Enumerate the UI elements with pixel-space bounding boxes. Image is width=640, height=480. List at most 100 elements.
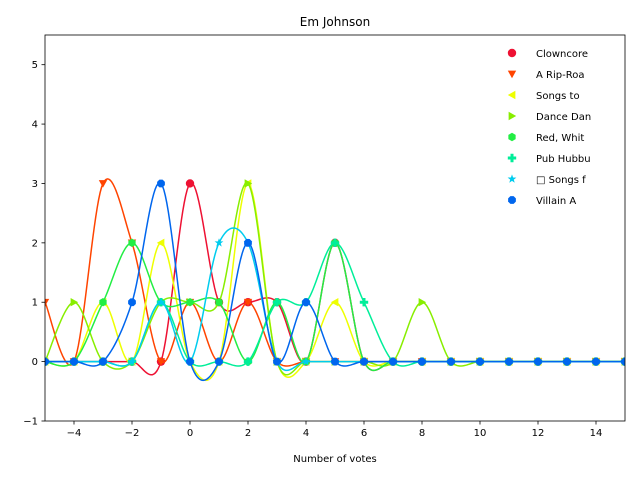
legend-label: □ Songs f bbox=[536, 175, 586, 186]
data-point bbox=[70, 357, 78, 366]
series-line-2 bbox=[45, 182, 625, 382]
data-point bbox=[418, 298, 427, 307]
data-point bbox=[186, 357, 194, 366]
legend-label: Red, Whit bbox=[536, 133, 584, 144]
legend-item-3: Dance Dan bbox=[508, 111, 591, 123]
legend-marker bbox=[508, 196, 516, 204]
series-line-3 bbox=[45, 181, 625, 376]
data-point bbox=[592, 357, 600, 366]
y-tick-label: 1 bbox=[32, 298, 38, 309]
data-point bbox=[128, 298, 136, 307]
data-point bbox=[534, 357, 542, 366]
data-point bbox=[70, 298, 79, 307]
data-point bbox=[505, 357, 513, 366]
data-point bbox=[563, 357, 571, 366]
data-point bbox=[156, 297, 166, 306]
data-point bbox=[185, 179, 195, 188]
series-7 bbox=[45, 179, 625, 382]
legend-marker bbox=[507, 70, 517, 79]
x-tick-label: 8 bbox=[419, 428, 425, 439]
x-axis-label: Number of votes bbox=[293, 454, 377, 465]
data-point bbox=[447, 357, 455, 366]
x-tick-label: 0 bbox=[187, 428, 193, 439]
y-tick-label: −1 bbox=[23, 417, 38, 428]
data-point bbox=[331, 357, 339, 366]
x-tick-label: 14 bbox=[590, 428, 603, 439]
y-tick-label: 2 bbox=[32, 238, 38, 249]
legend-item-1: A Rip-Roa bbox=[507, 70, 584, 81]
legend-marker bbox=[507, 90, 516, 100]
data-point bbox=[186, 298, 194, 307]
data-point bbox=[301, 356, 311, 366]
legend-label: Clowncore bbox=[536, 49, 588, 60]
y-tick-label: 5 bbox=[32, 60, 38, 71]
data-point bbox=[45, 298, 50, 307]
series-line-4 bbox=[45, 242, 625, 372]
data-point bbox=[98, 180, 108, 188]
legend-item-7: Villain A bbox=[508, 196, 576, 207]
data-point bbox=[99, 298, 107, 307]
data-point bbox=[360, 357, 368, 366]
data-point bbox=[45, 357, 49, 366]
data-point bbox=[215, 357, 223, 366]
legend-item-0: Clowncore bbox=[507, 48, 588, 60]
data-point bbox=[244, 179, 253, 188]
y-tick-label: 3 bbox=[32, 179, 38, 190]
data-point bbox=[128, 238, 136, 248]
data-point bbox=[359, 298, 369, 307]
legend-marker bbox=[507, 174, 517, 183]
x-tick-label: −2 bbox=[125, 428, 140, 439]
data-point bbox=[302, 298, 310, 307]
legend-label: A Rip-Roa bbox=[536, 70, 584, 81]
y-tick-label: 0 bbox=[32, 357, 38, 368]
series-line-7 bbox=[45, 181, 625, 382]
x-tick-label: 2 bbox=[245, 428, 251, 439]
data-point bbox=[244, 238, 252, 247]
x-tick-label: −4 bbox=[67, 428, 82, 439]
series-3 bbox=[45, 179, 625, 376]
legend-item-2: Songs to bbox=[507, 90, 580, 102]
data-point bbox=[621, 357, 625, 366]
data-point bbox=[157, 179, 165, 188]
legend-item-6: □ Songs f bbox=[507, 174, 586, 186]
data-point bbox=[272, 298, 282, 307]
data-point bbox=[215, 298, 223, 307]
legend-label: Villain A bbox=[536, 196, 576, 207]
legend-label: Pub Hubbu bbox=[536, 154, 591, 165]
chart-title: Em Johnson bbox=[300, 15, 370, 29]
data-point bbox=[127, 356, 137, 366]
legend-marker bbox=[508, 111, 517, 121]
data-point bbox=[243, 298, 253, 307]
series-6 bbox=[45, 227, 625, 372]
legend-item-4: Red, Whit bbox=[508, 132, 584, 144]
series-line-0 bbox=[45, 181, 625, 376]
data-point bbox=[156, 238, 165, 248]
data-point bbox=[389, 357, 397, 366]
data-point bbox=[99, 357, 107, 366]
data-point bbox=[214, 238, 224, 247]
data-point bbox=[273, 357, 281, 366]
plot-frame bbox=[44, 34, 626, 422]
series-2 bbox=[45, 179, 625, 382]
plot-area bbox=[45, 178, 625, 382]
x-tick-label: 12 bbox=[532, 428, 545, 439]
x-tick-label: 6 bbox=[361, 428, 367, 439]
data-point bbox=[243, 357, 253, 366]
legend-label: Dance Dan bbox=[536, 112, 591, 123]
y-tick-label: 4 bbox=[32, 120, 38, 131]
data-point bbox=[476, 357, 484, 366]
legend-marker bbox=[508, 132, 516, 142]
x-tick-label: 4 bbox=[303, 428, 309, 439]
data-point bbox=[330, 298, 339, 307]
series-0 bbox=[45, 179, 625, 376]
data-point bbox=[330, 238, 340, 248]
x-tick-label: 10 bbox=[474, 428, 487, 439]
legend-item-5: Pub Hubbu bbox=[507, 153, 591, 165]
legend: Clowncore A Rip-Roa Songs to Dance Dan Red, … bbox=[507, 48, 591, 207]
legend-label: Songs to bbox=[536, 91, 580, 102]
data-point bbox=[418, 357, 426, 366]
data-point bbox=[156, 358, 166, 366]
legend-marker bbox=[507, 153, 517, 163]
